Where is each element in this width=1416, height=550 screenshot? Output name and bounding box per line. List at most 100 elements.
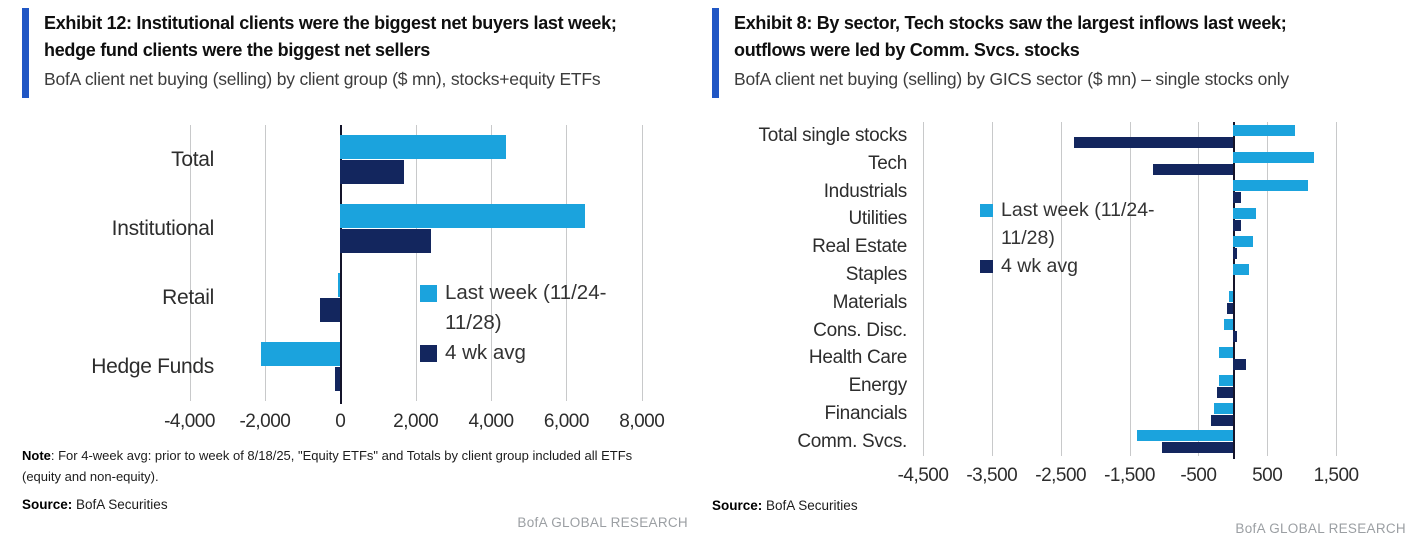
exhibit-8-title: Exhibit 8: By sector, Tech stocks saw th… (734, 10, 1412, 64)
category-label-comm-svcs: Comm. Svcs. (797, 430, 907, 452)
exhibit-8-accent-bar (712, 8, 719, 98)
category-label-financials: Financials (824, 403, 907, 424)
exhibit-12-subtitle: BofA client net buying (selling) by clie… (44, 69, 601, 89)
exhibit-8-brand: BofA GLOBAL RESEARCH (1235, 521, 1406, 536)
bar-4-wk-avg-utilities (1232, 219, 1242, 231)
exhibit-12-title-line1: Exhibit 12: Institutional clients were t… (44, 13, 617, 33)
bar-4-wk-avg-real-estate (1232, 247, 1237, 259)
exhibit-12-source: Source: BofA Securities (22, 497, 168, 512)
exhibit-12-title-line2: hedge fund clients were the biggest net … (44, 40, 430, 60)
x-tick-label--2500: -2,500 (1035, 464, 1087, 486)
bar-last-week-11-24-11-28-hedge-funds (261, 342, 341, 366)
bar-last-week-11-24-11-28-materials (1228, 291, 1233, 303)
category-label-energy: Energy (848, 375, 908, 397)
category-label-tech: Tech (868, 152, 907, 174)
gridline-4000 (491, 125, 492, 401)
gridline-8000 (641, 125, 643, 401)
legend-last-week-label-line2: 11/28) (1001, 227, 1055, 249)
exhibit-8-title-line1: Exhibit 8: By sector, Tech stocks saw th… (734, 13, 1287, 33)
gridline-2000 (415, 125, 417, 401)
source-prefix: Source: (712, 498, 763, 513)
bar-4-wk-avg-institutional (340, 229, 431, 253)
exhibit-8-legend: Last week (11/24- 11/28) 4 wk avg (980, 196, 1155, 280)
bar-4-wk-avg-total-single-stocks (1074, 136, 1233, 148)
legend-last-week-label-line2: 11/28) (445, 311, 502, 334)
x-tick-label-2000: 2,000 (393, 411, 439, 432)
gridline--4000 (189, 125, 191, 401)
gridline-1500 (1336, 122, 1338, 456)
x-tick-label-6000: 6,000 (543, 411, 590, 432)
x-tick-label--3500: -3,500 (966, 464, 1018, 486)
bar-4-wk-avg-comm-svcs (1161, 442, 1233, 454)
x-tick-label--2000: -2,000 (239, 411, 291, 432)
exhibit-8-header: Exhibit 8: By sector, Tech stocks saw th… (712, 8, 1412, 98)
x-tick-label--4500: -4,500 (897, 464, 949, 486)
gridline-6000 (566, 125, 568, 401)
gridline--1500 (1129, 122, 1131, 456)
bar-last-week-11-24-11-28-financials (1213, 402, 1233, 414)
x-tick-label-8000: 8,000 (619, 411, 665, 432)
exhibit-8-source: Source: BofA Securities (712, 498, 858, 513)
exhibit-12-plot-area (182, 125, 687, 404)
bar-last-week-11-24-11-28-retail (338, 273, 341, 297)
gridline--4500 (923, 122, 924, 456)
legend-4wk-avg-label: 4 wk avg (445, 341, 526, 364)
bar-last-week-11-24-11-28-energy (1219, 374, 1233, 386)
x-tick-label-4000: 4,000 (468, 411, 514, 432)
category-label-utilities: Utilities (848, 208, 907, 230)
exhibit-12-note: Note: For 4-week avg: prior to week of 8… (22, 445, 670, 487)
bar-last-week-11-24-11-28-staples (1232, 263, 1250, 275)
x-tick-label--4000: -4,000 (164, 411, 215, 432)
note-text: : For 4-week avg: prior to week of 8/18/… (22, 448, 633, 484)
x-tick-label--500: -500 (1180, 464, 1217, 486)
source-text: BofA Securities (72, 497, 168, 512)
source-text: BofA Securities (762, 498, 858, 513)
category-label-health-care: Health Care (808, 347, 907, 369)
bar-last-week-11-24-11-28-tech (1232, 152, 1315, 164)
category-label-cons-disc: Cons. Disc. (813, 319, 907, 341)
legend-4wk-avg-swatch (980, 259, 993, 273)
bar-last-week-11-24-11-28-institutional (340, 204, 586, 228)
category-label-retail: Retail (162, 286, 214, 309)
bar-4-wk-avg-health-care (1232, 358, 1246, 370)
exhibit-12-header: Exhibit 12: Institutional clients were t… (22, 8, 690, 98)
exhibit-8-subtitle: BofA client net buying (selling) by GICS… (734, 69, 1289, 89)
bar-last-week-11-24-11-28-total-single-stocks (1232, 124, 1295, 136)
legend-last-week-swatch (980, 203, 993, 217)
legend-last-week-swatch (420, 284, 437, 302)
exhibit-8-panel: Exhibit 8: By sector, Tech stocks saw th… (712, 8, 1412, 548)
bar-last-week-11-24-11-28-comm-svcs (1137, 430, 1233, 442)
bar-4-wk-avg-total (340, 160, 405, 184)
category-label-total-single-stocks: Total single stocks (758, 125, 908, 146)
legend-4wk-avg-swatch (420, 344, 437, 362)
category-label-materials: Materials (832, 291, 908, 313)
legend-last-week-label: Last week (11/24- (1001, 199, 1155, 221)
bar-4-wk-avg-retail (319, 298, 341, 322)
gridline--3500 (991, 122, 993, 456)
gridline--500 (1198, 122, 1200, 456)
bar-4-wk-avg-cons-disc (1232, 331, 1237, 343)
exhibit-12-panel: Exhibit 12: Institutional clients were t… (22, 8, 690, 548)
bar-last-week-11-24-11-28-utilities (1232, 207, 1257, 219)
exhibit-8-zero-axis (1232, 122, 1235, 459)
bar-4-wk-avg-hedge-funds (335, 367, 341, 391)
bar-last-week-11-24-11-28-cons-disc (1223, 319, 1233, 331)
x-tick-label-500: 500 (1252, 464, 1283, 486)
category-label-industrials: Industrials (823, 180, 908, 202)
gridline--2500 (1060, 122, 1062, 456)
bar-4-wk-avg-materials (1226, 303, 1233, 315)
category-label-total: Total (171, 148, 214, 171)
exhibit-8-chart: Last week (11/24- 11/28) 4 wk avg -4,500… (712, 118, 1412, 508)
exhibit-12-legend: Last week (11/24- 11/28) 4 wk avg (420, 278, 606, 368)
bar-4-wk-avg-energy (1217, 386, 1233, 398)
exhibit-12-title: Exhibit 12: Institutional clients were t… (44, 10, 690, 64)
bar-last-week-11-24-11-28-industrials (1232, 180, 1309, 192)
bar-last-week-11-24-11-28-total (340, 135, 507, 159)
bar-4-wk-avg-tech (1152, 164, 1233, 176)
exhibit-12-brand: BofA GLOBAL RESEARCH (517, 515, 688, 530)
category-label-real-estate: Real Estate (812, 236, 907, 258)
x-tick-label-1500: 1,500 (1313, 464, 1360, 486)
x-tick-label-0: 0 (335, 411, 346, 432)
exhibit-12-accent-bar (22, 8, 29, 98)
bar-last-week-11-24-11-28-health-care (1219, 346, 1233, 358)
